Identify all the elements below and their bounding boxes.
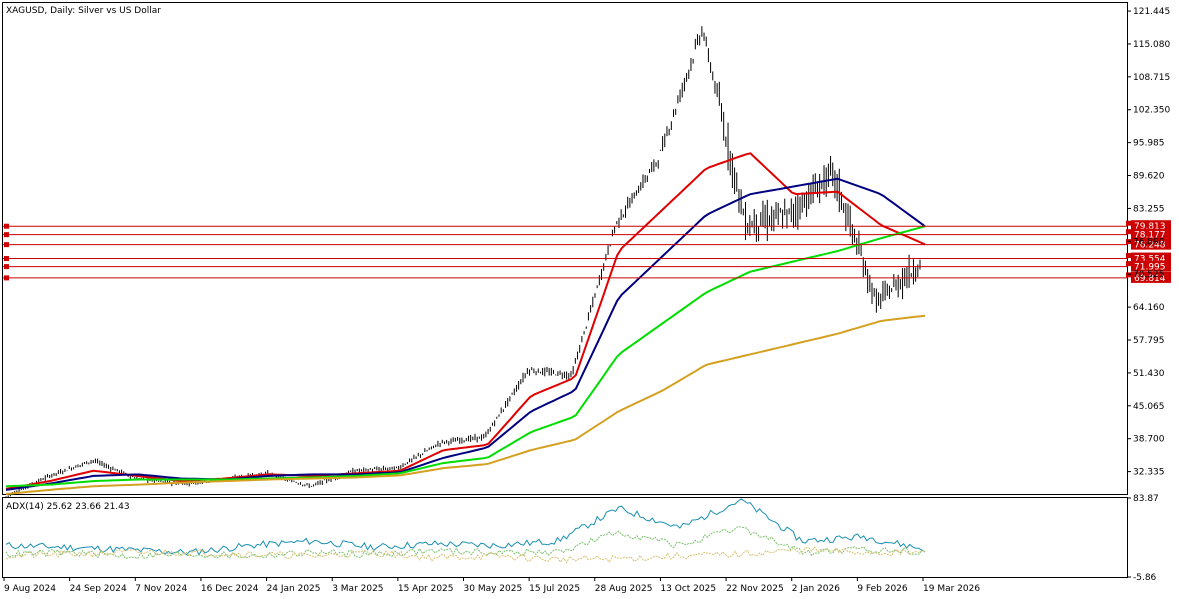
y-tick-label: 95.985 <box>1133 139 1165 149</box>
y-tick-label: 76.890 <box>1133 237 1165 247</box>
level-price-label: 73.554 <box>1134 255 1166 265</box>
x-axis: 9 Aug 2024 24 Sep 2024 7 Nov 2024 16 Dec 20… <box>3 577 980 594</box>
x-tick-label: 9 Feb 2026 <box>857 584 908 594</box>
x-tick-label: 22 Nov 2025 <box>726 584 784 594</box>
level-price-label: 78.177 <box>1134 231 1166 241</box>
x-tick-label: 15 Jul 2025 <box>529 584 580 594</box>
x-tick-label: 9 Aug 2024 <box>4 584 56 594</box>
level-price-label: 69.814 <box>1134 274 1166 284</box>
level-handle <box>4 264 9 270</box>
x-tick-label: 19 Mar 2026 <box>923 584 980 594</box>
ma-gold-line <box>5 314 926 495</box>
y-tick-label: 83.255 <box>1133 204 1165 214</box>
adx-main-line <box>5 498 926 556</box>
level-handle-right <box>1126 261 1131 267</box>
adx-y-tick-label: -5.86 <box>1133 573 1157 583</box>
x-tick-label: 24 Sep 2024 <box>70 584 127 594</box>
x-tick-label: 16 Dec 2024 <box>201 584 259 594</box>
x-tick-label: 15 Apr 2025 <box>398 584 454 594</box>
level-price-tag <box>1131 260 1171 272</box>
adx-lines <box>5 498 926 564</box>
level-price-label: 76.248 <box>1134 241 1166 251</box>
adx-minus-di-line <box>5 546 926 564</box>
level-price-tag <box>1131 252 1171 264</box>
y-tick-label: 102.350 <box>1133 106 1170 116</box>
y-tick-label: 70.525 <box>1133 270 1165 280</box>
y-tick-label: 121.445 <box>1133 7 1170 17</box>
level-price-tag <box>1131 228 1171 240</box>
level-handle <box>4 242 9 248</box>
x-tick-label: 28 Aug 2025 <box>595 584 653 594</box>
level-price-tag <box>1131 238 1171 250</box>
level-handle-right <box>1126 272 1131 278</box>
level-handle <box>4 275 9 281</box>
y-tick-label: 57.795 <box>1133 336 1165 346</box>
adx-y-tick-label: 83.87 <box>1133 494 1159 504</box>
x-tick-label: 30 May 2025 <box>464 584 523 594</box>
x-tick-label: 13 Oct 2025 <box>660 584 716 594</box>
level-handle <box>4 256 9 262</box>
y-tick-label: 89.620 <box>1133 172 1165 182</box>
x-tick-label: 2 Jan 2026 <box>792 584 840 594</box>
adx-y-axis: 83.87 -5.86 <box>1127 494 1159 583</box>
x-tick-label: 24 Jan 2025 <box>267 584 321 594</box>
adx-plot-area <box>2 497 1128 578</box>
y-tick-label: 51.430 <box>1133 369 1165 379</box>
level-handle <box>4 232 9 238</box>
y-tick-label: 64.160 <box>1133 303 1165 313</box>
chart-title: XAGUSD, Daily: Silver vs US Dollar <box>6 6 161 16</box>
adx-title: ADX(14) 25.62 23.66 21.43 <box>6 502 130 512</box>
y-tick-label: 32.335 <box>1133 468 1165 478</box>
level-price-tag <box>1131 271 1171 283</box>
ma-navy-line <box>5 177 926 491</box>
main-y-axis: 121.445 115.080 108.715 102.350 95.985 89.620… <box>1127 7 1170 478</box>
level-handle-right <box>1126 229 1131 235</box>
y-tick-label: 115.080 <box>1133 40 1170 50</box>
y-tick-label: 45.065 <box>1133 402 1165 412</box>
y-tick-label: 38.700 <box>1133 435 1165 445</box>
x-tick-label: 3 Mar 2025 <box>332 584 383 594</box>
level-price-tag <box>1131 220 1171 232</box>
adx-plus-di-line <box>5 525 926 560</box>
level-handle-right <box>1126 253 1131 259</box>
x-tick-label: 7 Nov 2024 <box>135 584 187 594</box>
level-handle-right <box>1126 220 1131 226</box>
level-handle <box>4 223 9 229</box>
y-tick-label: 108.715 <box>1133 73 1170 83</box>
level-price-label: 71.995 <box>1134 263 1166 273</box>
level-price-label: 79.813 <box>1134 222 1166 232</box>
main-plot-area <box>2 2 1128 495</box>
